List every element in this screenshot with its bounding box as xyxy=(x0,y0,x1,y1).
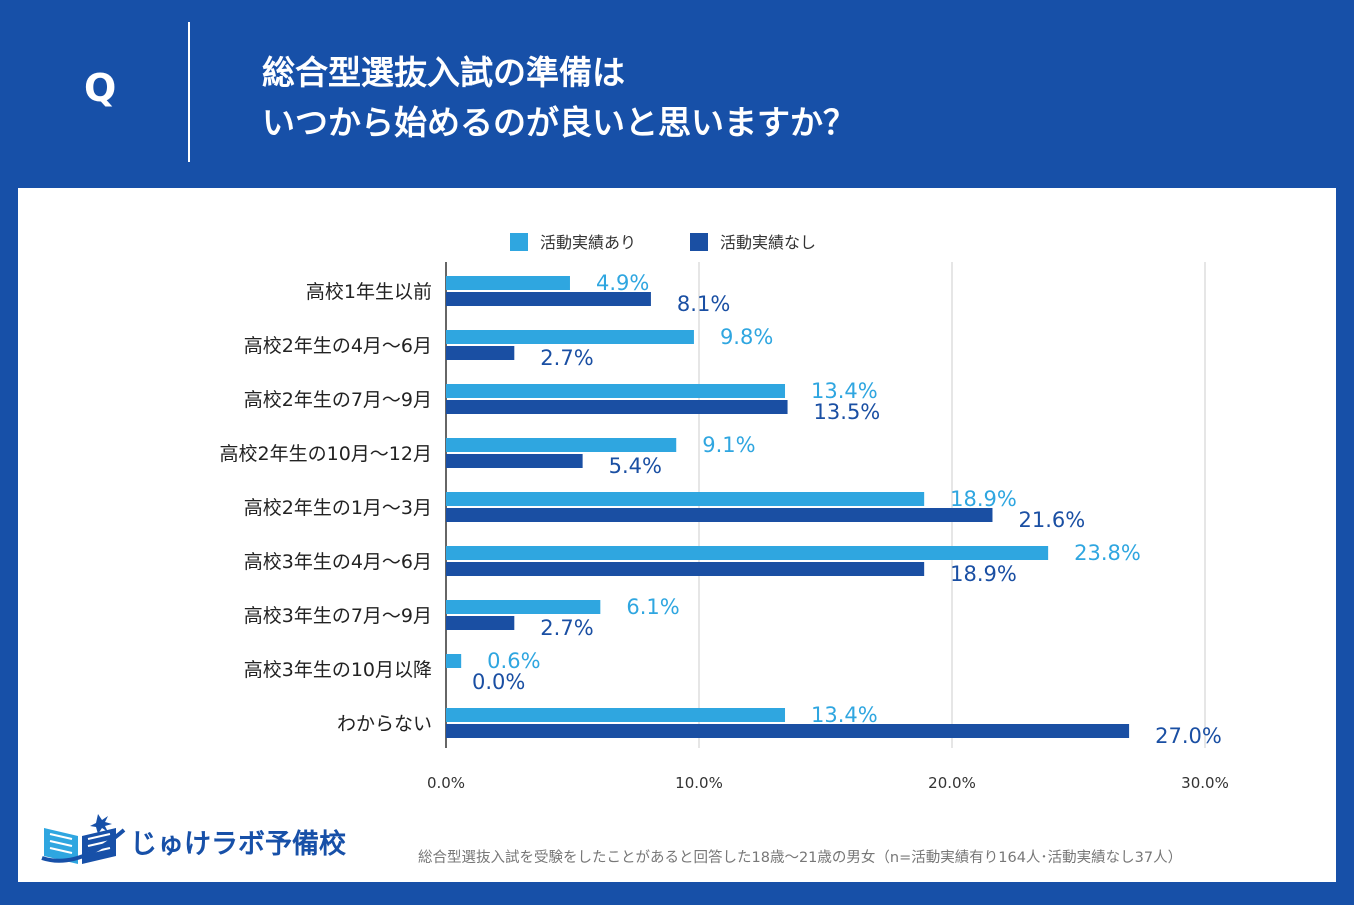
category-label: 高校2年生の1月～3月 xyxy=(244,497,432,519)
question-mark-label: Q xyxy=(84,66,117,110)
x-tick-label: 10.0% xyxy=(675,774,723,792)
bar-without-activity xyxy=(446,292,651,306)
x-tick-label: 0.0% xyxy=(427,774,465,792)
chart-panel: 0.0% 10.0% 20.0% 30.0% 活動実績あり 活動実績なし高校1年生以前 4.… xyxy=(18,188,1336,882)
bar-with-activity xyxy=(446,708,786,722)
legend-label-1: 活動実績あり xyxy=(540,233,636,252)
header-divider xyxy=(188,22,190,162)
data-label-with-activity: 13.4% xyxy=(811,379,878,403)
question-title-line-2: いつから始めるのが良いと思いますか？ xyxy=(262,103,856,142)
data-label-without-activity: 8.1% xyxy=(677,292,730,316)
legend-swatch-2 xyxy=(690,233,708,251)
bar-with-activity xyxy=(446,384,786,398)
data-label-with-activity: 9.8% xyxy=(720,325,773,349)
data-label-without-activity: 21.6% xyxy=(1018,508,1085,532)
category-label: 高校3年生の7月～9月 xyxy=(244,605,432,627)
brand-logo-icon xyxy=(41,814,126,864)
data-label-without-activity: 0.0% xyxy=(472,670,525,694)
bar-without-activity xyxy=(446,508,993,522)
bar-without-activity xyxy=(446,616,515,630)
category-label: 高校3年生の10月以降 xyxy=(244,659,432,681)
category-label: 高校3年生の4月～6月 xyxy=(244,551,432,573)
data-label-with-activity: 9.1% xyxy=(702,433,755,457)
data-label-without-activity: 13.5% xyxy=(814,400,881,424)
data-label-with-activity: 23.8% xyxy=(1074,541,1141,565)
data-label-without-activity: 5.4% xyxy=(609,454,662,478)
question-title-line-1: 総合型選抜入試の準備は xyxy=(262,53,625,92)
bar-with-activity xyxy=(446,546,1049,560)
legend-label-2: 活動実績なし xyxy=(720,233,816,252)
bar-with-activity xyxy=(446,600,601,614)
bar-without-activity xyxy=(446,562,925,576)
data-label-without-activity: 27.0% xyxy=(1155,724,1222,748)
data-label-with-activity: 18.9% xyxy=(950,487,1017,511)
category-label: 高校2年生の4月～6月 xyxy=(244,335,432,357)
category-label: 高校2年生の7月～9月 xyxy=(244,389,432,411)
bar-with-activity xyxy=(446,492,925,506)
x-tick-label: 30.0% xyxy=(1181,774,1229,792)
bar-with-activity xyxy=(446,276,570,290)
bar-without-activity xyxy=(446,454,583,468)
category-label: わからない xyxy=(337,713,432,735)
data-label-with-activity: 13.4% xyxy=(811,703,878,727)
bar-without-activity xyxy=(446,724,1130,738)
data-label-without-activity: 18.9% xyxy=(950,562,1017,586)
category-label: 高校2年生の10月～12月 xyxy=(220,443,432,465)
bar-with-activity xyxy=(446,654,462,668)
bar-without-activity xyxy=(446,400,788,414)
data-label-with-activity: 4.9% xyxy=(596,271,649,295)
question-title: 総合型選抜入試の準備は いつから始めるのが良いと思いますか？ xyxy=(262,48,856,148)
category-label: 高校1年生以前 xyxy=(306,281,432,303)
bar-with-activity xyxy=(446,330,694,344)
data-label-with-activity: 6.1% xyxy=(626,595,679,619)
x-tick-label: 20.0% xyxy=(928,774,976,792)
bar-with-activity xyxy=(446,438,677,452)
bar-without-activity xyxy=(446,346,515,360)
legend-swatch-1 xyxy=(510,233,528,251)
data-label-with-activity: 0.6% xyxy=(487,649,540,673)
survey-footnote: 総合型選抜入試を受験をしたことがあると回答した18歳～21歳の男女（n=活動実績… xyxy=(418,850,1183,866)
data-label-without-activity: 2.7% xyxy=(540,616,593,640)
brand-name: じゅけラボ予備校 xyxy=(130,829,346,860)
data-label-without-activity: 2.7% xyxy=(540,346,593,370)
